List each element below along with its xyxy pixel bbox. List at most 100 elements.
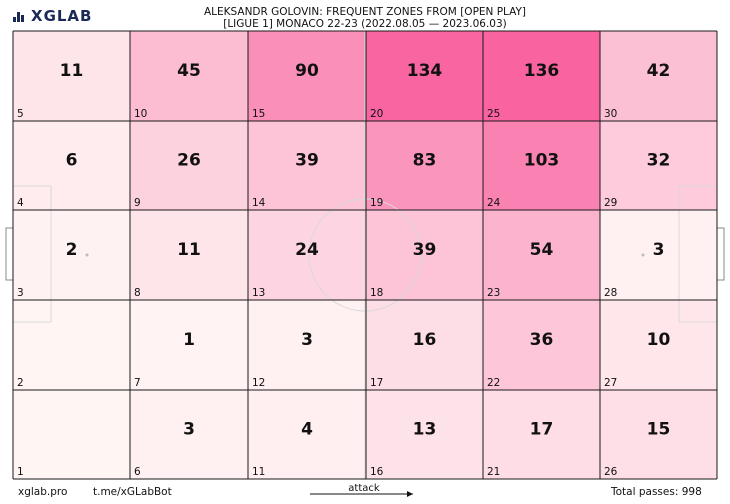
zone-number-4: 4 (17, 197, 24, 209)
title-line-1: ALEKSANDR GOLOVIN: FREQUENT ZONES FROM [… (203, 6, 527, 18)
zone-cell-7 (130, 300, 248, 390)
zone-value-16: 13 (413, 420, 437, 440)
zone-value-29: 32 (647, 151, 671, 171)
zone-cell-30 (600, 31, 717, 121)
zone-number-24: 24 (487, 197, 501, 209)
zone-number-5: 5 (17, 108, 24, 120)
zone-number-21: 21 (487, 466, 500, 478)
zone-cell-2 (13, 300, 130, 390)
zone-cell-14 (248, 121, 366, 210)
zone-value-18: 39 (413, 240, 437, 260)
zone-value-22: 36 (530, 330, 554, 350)
zone-cell-22 (483, 300, 600, 390)
zone-value-17: 16 (413, 330, 437, 350)
zone-cell-16 (366, 390, 483, 479)
zone-value-8: 11 (177, 240, 201, 260)
zone-value-19: 83 (413, 151, 437, 171)
zone-number-19: 19 (370, 197, 383, 209)
zone-cell-25 (483, 31, 600, 121)
zone-cell-4 (13, 121, 130, 210)
zone-cell-23 (483, 210, 600, 300)
zone-value-24: 103 (524, 151, 560, 171)
zone-number-30: 30 (604, 108, 617, 120)
zone-value-3: 2 (66, 240, 78, 260)
zone-value-28: 3 (653, 240, 665, 260)
zone-number-1: 1 (17, 466, 24, 478)
zone-cell-17 (366, 300, 483, 390)
zone-cell-20 (366, 31, 483, 121)
zone-cell-24 (483, 121, 600, 210)
zone-cell-6 (130, 390, 248, 479)
pitch-right-spot (641, 253, 645, 257)
zone-value-27: 10 (647, 330, 671, 350)
zone-number-15: 15 (252, 108, 265, 120)
zone-value-11: 4 (301, 420, 313, 440)
zone-number-17: 17 (370, 377, 383, 389)
zone-number-2: 2 (17, 377, 24, 389)
pitch-left-spot (85, 253, 89, 257)
footer-site: xglab.pro (18, 486, 68, 498)
zone-value-26: 15 (647, 420, 671, 440)
zone-number-27: 27 (604, 377, 617, 389)
bar-chart-icon (12, 9, 26, 23)
pitch-center-circle (308, 198, 422, 312)
zone-value-21: 17 (530, 420, 554, 440)
zone-number-11: 11 (252, 466, 265, 478)
zone-cell-3 (13, 210, 130, 300)
zone-value-30: 42 (647, 61, 671, 81)
zone-value-20: 134 (407, 61, 443, 81)
zone-number-9: 9 (134, 197, 141, 209)
zone-number-14: 14 (252, 197, 266, 209)
xglab-logo: XGLAB (12, 7, 92, 25)
zone-number-22: 22 (487, 377, 500, 389)
zone-number-26: 26 (604, 466, 618, 478)
zone-cell-8 (130, 210, 248, 300)
zone-cell-12 (248, 300, 366, 390)
zone-cell-5 (13, 31, 130, 121)
zone-cell-13 (248, 210, 366, 300)
zone-number-13: 13 (252, 287, 265, 299)
zone-number-3: 3 (17, 287, 24, 299)
zone-cell-19 (366, 121, 483, 210)
zone-value-10: 45 (177, 61, 201, 81)
zone-number-8: 8 (134, 287, 141, 299)
zone-value-6: 3 (183, 420, 195, 440)
zone-value-7: 1 (183, 330, 195, 350)
zone-number-6: 6 (134, 466, 141, 478)
pitch-left-goal (5, 227, 14, 281)
zone-cell-10 (130, 31, 248, 121)
zone-number-18: 18 (370, 287, 383, 299)
footer-bot: t.me/xGLabBot (93, 486, 172, 498)
zone-cell-18 (366, 210, 483, 300)
zone-value-9: 26 (177, 151, 201, 171)
zone-value-14: 39 (295, 151, 319, 171)
attack-direction: attack (308, 483, 420, 494)
zone-value-15: 90 (295, 61, 319, 81)
logo-text: XGLAB (31, 7, 93, 25)
zone-number-7: 7 (134, 377, 141, 389)
zone-cell-26 (600, 390, 717, 479)
zone-number-28: 28 (604, 287, 617, 299)
zone-number-25: 25 (487, 108, 500, 120)
title-line-2: [LIGUE 1] MONACO 22-23 (2022.08.05 — 202… (223, 18, 507, 30)
zone-value-13: 24 (295, 240, 319, 260)
zone-value-25: 136 (524, 61, 560, 81)
zone-cell-11 (248, 390, 366, 479)
pitch-right-goal (716, 227, 725, 281)
zone-cell-27 (600, 300, 717, 390)
zone-number-20: 20 (370, 108, 383, 120)
zone-value-4: 6 (66, 151, 78, 171)
zone-cell-29 (600, 121, 717, 210)
zone-number-16: 16 (370, 466, 384, 478)
attack-label: attack (348, 483, 380, 494)
zone-cell-15 (248, 31, 366, 121)
zone-cell-28 (600, 210, 717, 300)
chart-title: ALEKSANDR GOLOVIN: FREQUENT ZONES FROM [… (0, 6, 730, 30)
zone-number-10: 10 (134, 108, 147, 120)
zone-cell-9 (130, 121, 248, 210)
attack-arrow-head (407, 491, 413, 497)
zone-cell-21 (483, 390, 600, 479)
zone-number-23: 23 (487, 287, 500, 299)
total-passes: Total passes: 998 (611, 486, 702, 498)
